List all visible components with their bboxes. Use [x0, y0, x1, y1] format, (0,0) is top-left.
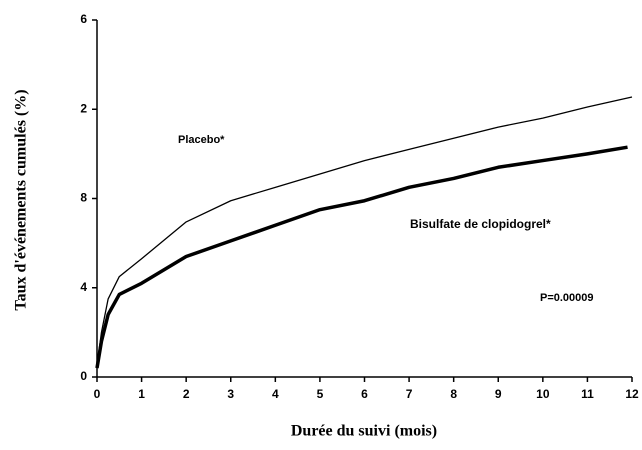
x-tick-label: 7: [406, 387, 413, 401]
y-tick-label: 8: [80, 191, 87, 205]
x-tick-label: 9: [495, 387, 502, 401]
y-tick-label: 6: [80, 12, 87, 26]
y-tick-label: 4: [80, 280, 87, 294]
x-tick-label: 4: [272, 387, 279, 401]
p-value: P=0.00009: [540, 292, 594, 304]
x-tick-label: 0: [94, 387, 101, 401]
x-tick-label: 11: [581, 387, 594, 401]
x-tick-label: 5: [317, 387, 324, 401]
line: [96, 96, 633, 366]
x-tick-label: 1: [138, 387, 145, 401]
y-tick-label: 0: [80, 369, 87, 383]
x-tick-label: 6: [361, 387, 368, 401]
x-tick-label: 8: [450, 387, 457, 401]
x-axis-title: Durée du suivi (mois): [291, 423, 437, 440]
y-axis-title: Taux d'événements cumulés (%): [13, 89, 30, 310]
series-label: Bisulfate de clopidogrel*: [410, 217, 551, 231]
line: [95, 145, 628, 369]
x-tick-label: 10: [536, 387, 550, 401]
x-tick-label: 2: [183, 387, 190, 401]
x-tick-label: 3: [227, 387, 234, 401]
y-tick-label: 2: [80, 101, 87, 115]
series-label: Placebo*: [178, 134, 225, 146]
x-tick-label: 12: [625, 387, 639, 401]
